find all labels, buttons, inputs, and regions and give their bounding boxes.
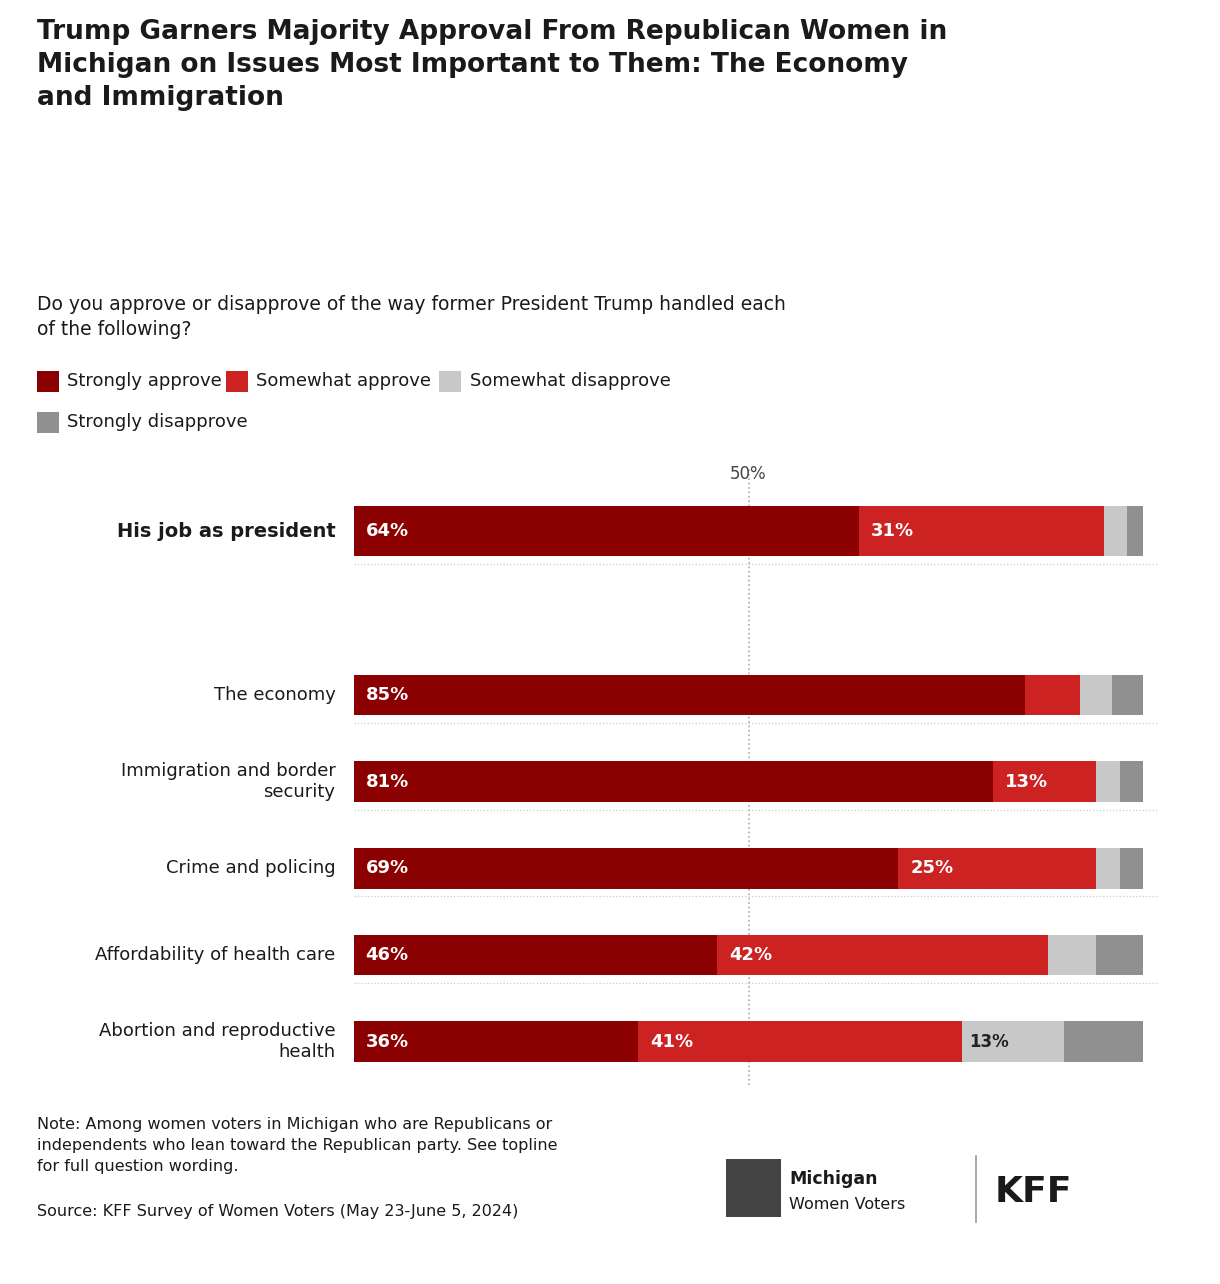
Bar bbox=[354, 761, 993, 801]
Text: Abortion and reproductive
health: Abortion and reproductive health bbox=[99, 1022, 336, 1061]
Text: 69%: 69% bbox=[366, 859, 409, 877]
Bar bbox=[1096, 935, 1143, 976]
Text: 31%: 31% bbox=[871, 523, 914, 541]
Bar bbox=[898, 847, 1096, 889]
Bar bbox=[354, 935, 717, 976]
Bar bbox=[859, 506, 1104, 556]
Text: Affordability of health care: Affordability of health care bbox=[95, 946, 336, 964]
Bar bbox=[961, 1022, 1064, 1062]
Bar bbox=[354, 506, 859, 556]
Text: Trump Garners Majority Approval From Republican Women in
Michigan on Issues Most: Trump Garners Majority Approval From Rep… bbox=[37, 19, 947, 112]
Bar bbox=[993, 761, 1096, 801]
Text: Somewhat disapprove: Somewhat disapprove bbox=[470, 372, 671, 390]
Bar bbox=[354, 1022, 638, 1062]
Text: Strongly disapprove: Strongly disapprove bbox=[67, 413, 248, 431]
Text: 13%: 13% bbox=[970, 1032, 1009, 1050]
Text: 41%: 41% bbox=[650, 1032, 693, 1050]
Bar bbox=[1120, 847, 1143, 889]
Text: The economy: The economy bbox=[214, 686, 336, 704]
Bar bbox=[1064, 1022, 1143, 1062]
Text: 13%: 13% bbox=[1005, 773, 1048, 791]
Bar bbox=[1096, 847, 1120, 889]
Text: 36%: 36% bbox=[366, 1032, 409, 1050]
Bar bbox=[717, 935, 1048, 976]
Bar bbox=[354, 847, 898, 889]
Text: Somewhat approve: Somewhat approve bbox=[256, 372, 431, 390]
Text: Note: Among women voters in Michigan who are Republicans or
independents who lea: Note: Among women voters in Michigan who… bbox=[37, 1117, 558, 1174]
Text: His job as president: His job as president bbox=[117, 521, 336, 541]
Bar bbox=[1096, 761, 1120, 801]
Text: 46%: 46% bbox=[366, 946, 409, 964]
Text: Women Voters: Women Voters bbox=[789, 1197, 905, 1212]
Text: Crime and policing: Crime and policing bbox=[166, 859, 336, 877]
Text: 81%: 81% bbox=[366, 773, 409, 791]
Bar bbox=[1080, 674, 1111, 715]
Bar bbox=[1104, 506, 1127, 556]
Text: 85%: 85% bbox=[366, 686, 409, 704]
Text: Source: KFF Survey of Women Voters (May 23-June 5, 2024): Source: KFF Survey of Women Voters (May … bbox=[37, 1204, 518, 1220]
Text: KFF: KFF bbox=[994, 1175, 1072, 1208]
Bar bbox=[1127, 506, 1143, 556]
Bar bbox=[354, 674, 1025, 715]
Text: 64%: 64% bbox=[366, 523, 409, 541]
Text: Do you approve or disapprove of the way former President Trump handled each
of t: Do you approve or disapprove of the way … bbox=[37, 295, 786, 339]
Text: Strongly approve: Strongly approve bbox=[67, 372, 222, 390]
Bar bbox=[1025, 674, 1080, 715]
Bar bbox=[1120, 761, 1143, 801]
Bar bbox=[1111, 674, 1143, 715]
Text: 25%: 25% bbox=[910, 859, 954, 877]
Bar bbox=[1048, 935, 1096, 976]
Text: Immigration and border
security: Immigration and border security bbox=[121, 763, 336, 801]
Text: 50%: 50% bbox=[731, 465, 767, 483]
Text: Michigan: Michigan bbox=[789, 1170, 878, 1188]
Text: 42%: 42% bbox=[728, 946, 772, 964]
Bar bbox=[638, 1022, 961, 1062]
